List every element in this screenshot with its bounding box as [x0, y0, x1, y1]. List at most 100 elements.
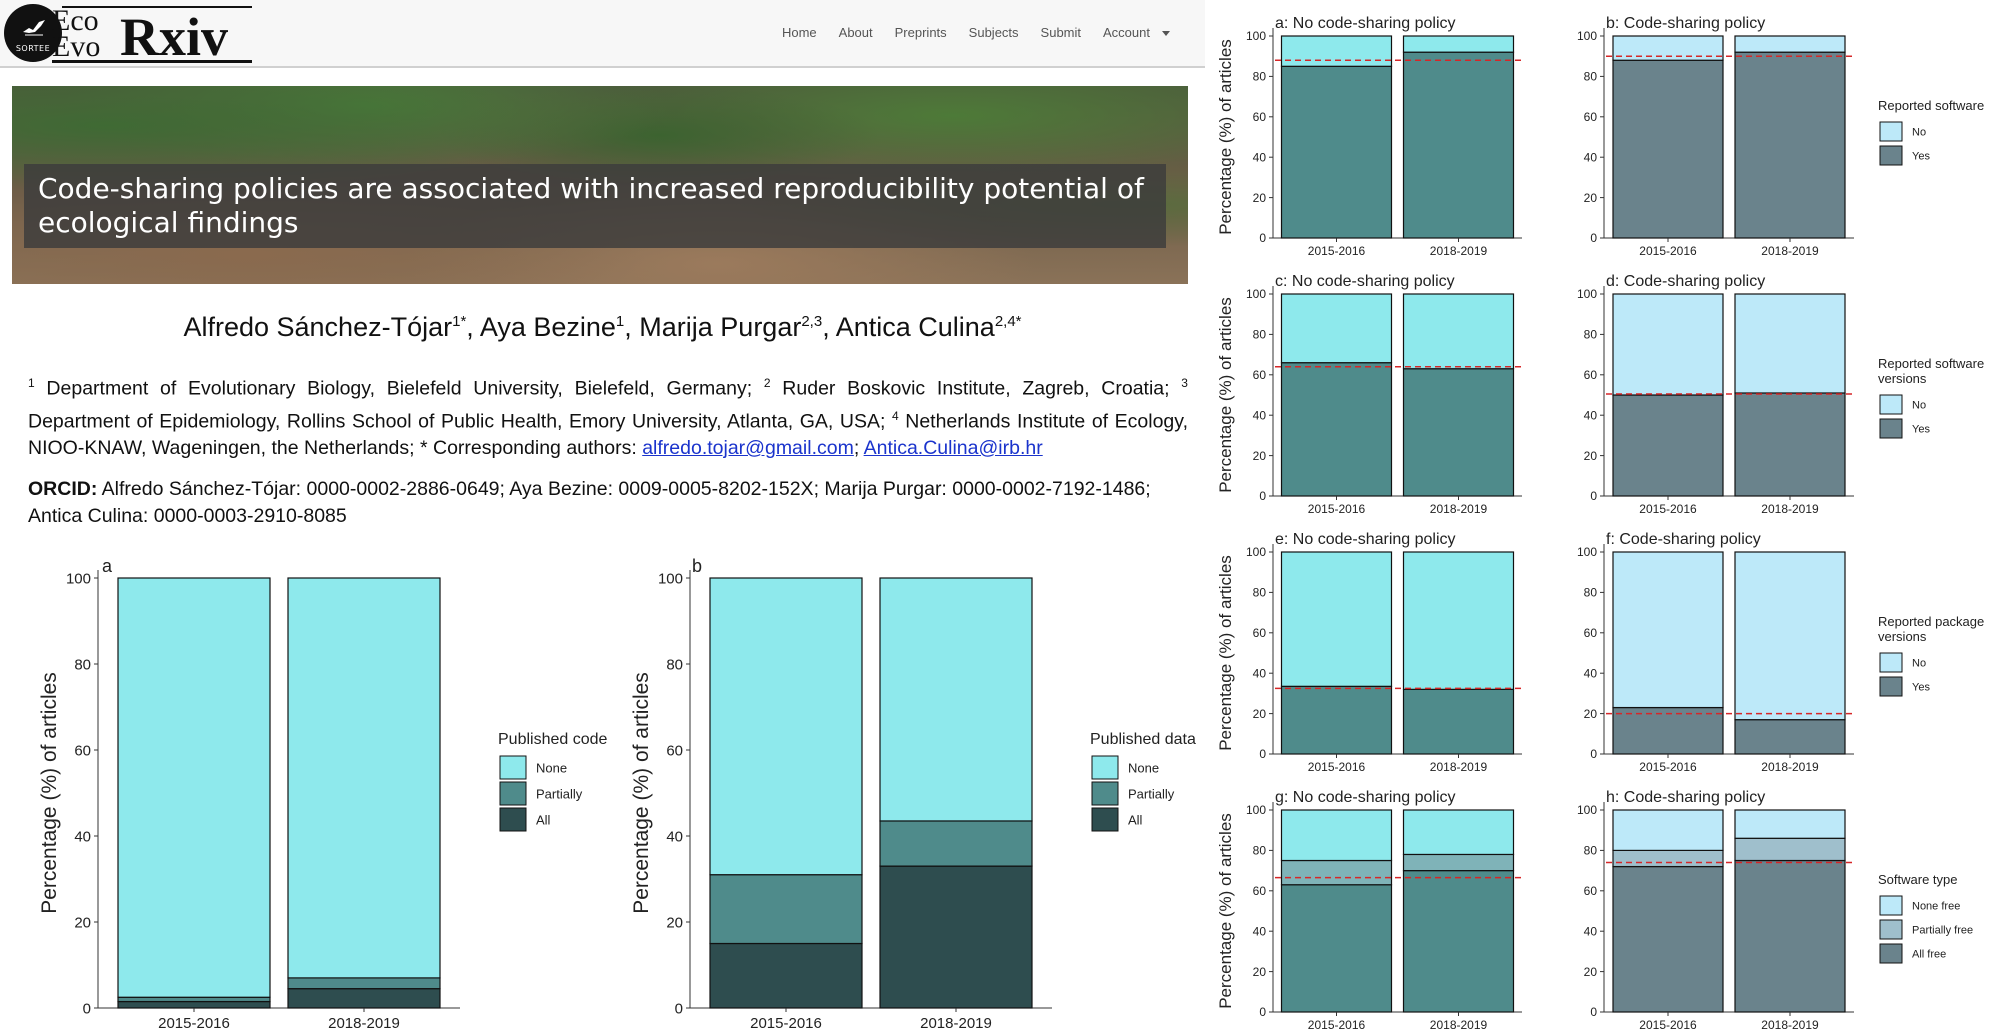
bar-segment	[1402, 688, 1515, 755]
legend-swatch	[1091, 807, 1119, 832]
y-tick-label: 40	[666, 828, 683, 845]
legend-title: versions	[1878, 629, 1927, 644]
y-tick-label: 60	[1584, 368, 1598, 382]
legend-swatch	[1879, 652, 1903, 673]
panel-title: d: Code-sharing policy	[1606, 273, 1765, 290]
sortee-logo[interactable]: SORTEE	[4, 4, 62, 62]
affiliation-sup: 2	[763, 376, 771, 390]
y-tick-label: 40	[1253, 666, 1267, 680]
affiliation-sup: 4	[891, 408, 899, 423]
y-tick-label: 60	[1584, 626, 1598, 640]
panel-title: e: No code-sharing policy	[1275, 531, 1456, 548]
y-tick-label: 60	[1253, 884, 1267, 898]
nav-subjects[interactable]: Subjects	[968, 25, 1019, 40]
nav-preprints[interactable]: Preprints	[894, 25, 947, 40]
legend-swatch	[499, 755, 527, 780]
legend-title: Published code	[498, 731, 608, 748]
email-link-1[interactable]: alfredo.tojar@gmail.com	[642, 437, 854, 459]
bar-segment	[1402, 293, 1515, 370]
y-tick-label: 0	[1259, 231, 1266, 245]
y-tick-label: 100	[1246, 545, 1266, 559]
x-tick-label: 2018-2019	[1430, 502, 1488, 516]
y-tick-label: 20	[1253, 191, 1267, 205]
nav-home[interactable]: Home	[781, 25, 817, 40]
chart-panel-e: e: No code-sharing policy 0 20 40 60 80 100 Per…	[1216, 531, 1522, 774]
legend-label: All	[536, 812, 551, 827]
author-name: Alfredo Sánchez-Tójar	[183, 312, 453, 342]
y-tick-label: 40	[1584, 408, 1598, 422]
author-sup: 1*	[452, 313, 467, 330]
nav-account[interactable]: Account	[1092, 22, 1181, 43]
y-tick-label: 100	[66, 570, 91, 587]
y-tick-label: 40	[1584, 150, 1598, 164]
x-tick-label: 2015-2016	[1308, 760, 1366, 774]
y-tick-label: 20	[1584, 191, 1598, 205]
nav-account-label: Account	[1103, 25, 1150, 40]
bar-segment	[1734, 809, 1846, 839]
email-link-2[interactable]: Antica.Culina@irb.hr	[863, 437, 1043, 459]
y-tick-label: 20	[1584, 449, 1598, 463]
panel-title: h: Code-sharing policy	[1606, 789, 1765, 806]
legend-label: Yes	[1912, 424, 1930, 436]
y-tick-label: 40	[1584, 666, 1598, 680]
y-tick-label: 0	[1259, 1005, 1266, 1019]
chart-published-data: b 0 20 40 60 80 100 Percentage (%) of articles 2…	[630, 556, 1196, 1032]
bar-segment	[1734, 293, 1846, 394]
author-list: Alfredo Sánchez-Tójar1*, Aya Bezine1, Ma…	[183, 312, 1022, 342]
orcid-text: Alfredo Sánchez-Tójar: 0000-0002-2886-06…	[28, 478, 1151, 527]
hero-banner: Code-sharing policies are associated wit…	[12, 86, 1188, 284]
chart-panel-h: h: Code-sharing policy 0 20 40 60 80 100 2015-2…	[1577, 789, 1973, 1032]
nav-about[interactable]: About	[838, 25, 873, 40]
legend-label: None free	[1912, 901, 1960, 913]
bar-segment	[1734, 837, 1846, 862]
panel-title: f: Code-sharing policy	[1606, 531, 1761, 548]
y-tick-label: 20	[666, 914, 683, 931]
bar-segment	[1734, 35, 1846, 53]
site-header: SORTEE Eco Evo Rxiv Home About Preprints…	[0, 0, 1205, 68]
x-tick-label: 2018-2019	[1761, 502, 1819, 516]
legend-swatch	[1879, 676, 1903, 697]
y-axis-label: Percentage (%) of articles	[1216, 555, 1235, 751]
y-tick-label: 80	[1253, 586, 1267, 600]
logo-rxiv: Rxiv	[120, 7, 228, 67]
page-title: Code-sharing policies are associated wit…	[38, 172, 1144, 239]
logo-eco: Eco	[52, 4, 99, 37]
y-tick-label: 100	[1246, 29, 1266, 43]
ecoevorxiv-logo[interactable]: Eco Evo Rxiv	[52, 4, 252, 64]
y-tick-label: 0	[1259, 489, 1266, 503]
bird-icon	[23, 20, 45, 36]
panel-title: a: No code-sharing policy	[1275, 15, 1456, 32]
x-tick-label: 2018-2019	[1761, 1018, 1819, 1032]
bar-segment	[1734, 551, 1846, 721]
bar-segment	[1280, 685, 1393, 755]
y-tick-label: 40	[1253, 408, 1267, 422]
bar-segment	[1612, 706, 1724, 755]
x-tick-label: 2018-2019	[1430, 244, 1488, 258]
affiliation-text: Ruder Boskovic Institute, Zagreb, Croati…	[770, 377, 1182, 400]
y-axis-label: Percentage (%) of articles	[630, 672, 653, 914]
nav-submit[interactable]: Submit	[1040, 25, 1082, 40]
legend-swatch	[1879, 895, 1903, 916]
bar-segment	[117, 1000, 271, 1009]
legend-label: None	[536, 760, 567, 775]
logo-rule	[52, 60, 252, 63]
x-tick-label: 2015-2016	[158, 1015, 230, 1032]
y-tick-label: 80	[1584, 328, 1598, 342]
chart-panel-d: d: Code-sharing policy 0 20 40 60 80 100 2015-2…	[1577, 273, 1984, 516]
bar-segment	[1402, 368, 1515, 497]
y-tick-label: 20	[1584, 707, 1598, 721]
chart-panel-f: f: Code-sharing policy 0 20 40 60 80 100 2015-2…	[1577, 531, 1984, 774]
bar-segment	[1402, 51, 1515, 239]
bar-segment	[1280, 809, 1393, 862]
y-tick-label: 80	[1253, 328, 1267, 342]
x-tick-label: 2015-2016	[1308, 1018, 1366, 1032]
bar-segment	[1734, 859, 1846, 1013]
y-tick-label: 20	[1253, 707, 1267, 721]
legend-label: Partially free	[1912, 925, 1973, 937]
legend-title: Published data	[1090, 731, 1196, 748]
x-tick-label: 2015-2016	[1308, 502, 1366, 516]
y-tick-label: 0	[1590, 747, 1597, 761]
hero-title-box	[24, 164, 1166, 248]
y-tick-label: 40	[74, 828, 91, 845]
y-axis-label: Percentage (%) of articles	[1216, 39, 1235, 235]
